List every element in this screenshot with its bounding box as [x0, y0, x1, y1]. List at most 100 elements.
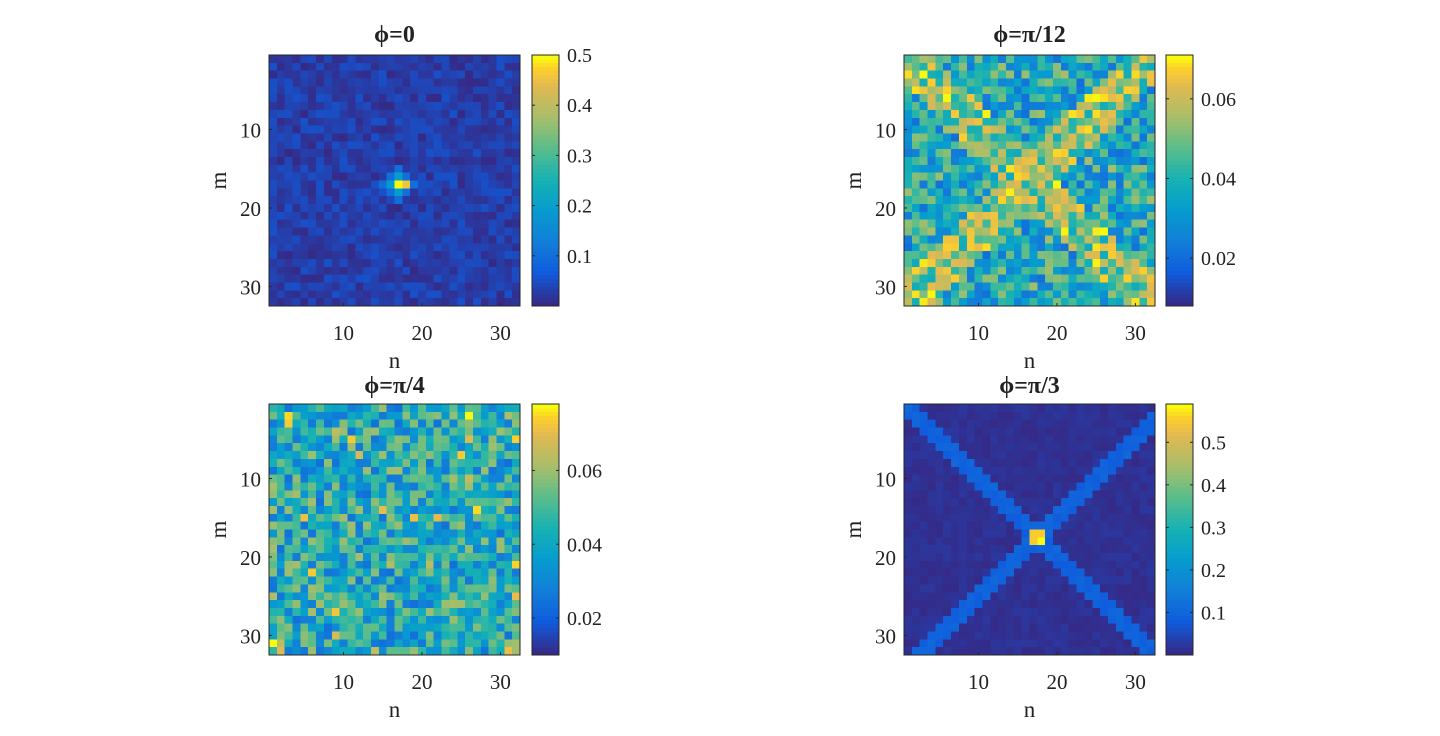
heatmap-cell	[1045, 584, 1054, 593]
heatmap-cell	[292, 647, 301, 656]
heatmap-cell	[1029, 94, 1038, 103]
heatmap-cell	[990, 290, 999, 299]
heatmap-cell	[1053, 419, 1062, 428]
heatmap-cell	[1107, 600, 1117, 609]
heatmap-cell	[418, 125, 427, 134]
heatmap-cell	[1053, 141, 1062, 150]
heatmap-cell	[998, 435, 1007, 444]
heatmap-cell	[1053, 560, 1062, 570]
colorbar-tick-label: 0.4	[1201, 475, 1226, 497]
heatmap-cell	[386, 204, 395, 213]
heatmap-cell	[1060, 553, 1070, 562]
heatmap-cell	[323, 576, 333, 585]
heatmap-cell	[1029, 490, 1038, 499]
colorbar-segment	[532, 258, 559, 264]
heatmap-cell	[339, 419, 348, 428]
heatmap-cell	[904, 62, 913, 72]
heatmap-cell	[927, 86, 936, 95]
heatmap-cell	[990, 427, 999, 436]
heatmap-cell	[911, 600, 921, 609]
heatmap-cell	[355, 404, 364, 413]
heatmap-cell	[465, 584, 474, 593]
heatmap-cell	[1123, 521, 1132, 530]
heatmap-cell	[472, 505, 482, 515]
heatmap-cell	[1147, 204, 1156, 213]
heatmap-cell	[465, 290, 474, 299]
heatmap-cell	[911, 117, 921, 126]
heatmap-cell	[1139, 568, 1148, 577]
heatmap-cell	[472, 474, 482, 483]
heatmap-cell	[958, 78, 968, 87]
heatmap-cell	[276, 639, 286, 648]
heatmap-cell	[449, 553, 458, 562]
heatmap-cell	[331, 600, 340, 609]
heatmap-cell	[951, 545, 960, 554]
heatmap-cell	[433, 94, 442, 103]
heatmap-cell	[410, 521, 419, 530]
heatmap-cell	[1123, 188, 1132, 197]
heatmap-cell	[331, 258, 340, 268]
heatmap-cell	[410, 568, 419, 577]
heatmap-cell	[990, 474, 999, 483]
heatmap-cell	[1107, 490, 1117, 499]
heatmap-cell	[982, 631, 991, 640]
heatmap-cell	[951, 607, 960, 617]
heatmap-cell	[457, 258, 466, 268]
heatmap-cell	[966, 266, 975, 275]
heatmap-cell	[1084, 529, 1093, 538]
heatmap-cell	[911, 404, 921, 413]
heatmap-cell	[911, 62, 921, 72]
heatmap-cell	[504, 435, 513, 444]
heatmap-cell	[410, 553, 419, 562]
heatmap-cell	[1107, 235, 1117, 244]
heatmap-cell	[425, 141, 435, 150]
heatmap-cell	[504, 490, 513, 499]
heatmap-cell	[433, 443, 442, 452]
colorbar-segment	[1166, 556, 1193, 562]
heatmap-cell	[284, 251, 293, 260]
heatmap-cell	[323, 623, 333, 632]
heatmap-cell	[911, 180, 921, 189]
heatmap-cell	[1076, 600, 1085, 609]
heatmap-cell	[269, 639, 278, 648]
heatmap-cell	[1107, 631, 1117, 640]
heatmap-cell	[1045, 545, 1054, 554]
heatmap-cell	[370, 109, 380, 119]
heatmap-cell	[378, 545, 387, 554]
heatmap-cell	[316, 607, 325, 617]
heatmap-cell	[990, 125, 999, 134]
heatmap-cell	[316, 545, 325, 554]
heatmap-cell	[339, 290, 348, 299]
colorbar-segment	[532, 502, 559, 507]
x-axis-label: n	[1024, 697, 1036, 722]
heatmap-cell	[1045, 631, 1054, 640]
heatmap-cell	[1147, 474, 1156, 483]
heatmap-cell	[1021, 282, 1030, 291]
heatmap-cell	[1131, 482, 1140, 491]
heatmap-cell	[378, 258, 387, 268]
heatmap-cell	[347, 427, 356, 436]
heatmap-cell	[504, 411, 513, 421]
heatmap-cell	[269, 156, 278, 166]
heatmap-cell	[1131, 615, 1140, 624]
heatmap-cell	[982, 109, 991, 119]
colorbar-segment	[532, 627, 559, 632]
colorbar-segment	[532, 286, 559, 291]
heatmap-cell	[308, 70, 317, 79]
heatmap-cell	[347, 251, 356, 260]
heatmap-cell	[292, 513, 301, 522]
heatmap-cell	[355, 435, 364, 444]
heatmap-cell	[1115, 498, 1124, 507]
heatmap-cell	[465, 298, 474, 307]
heatmap-cell	[292, 631, 301, 640]
heatmap-cell	[919, 133, 928, 142]
heatmap-cell	[943, 443, 952, 452]
heatmap-cell	[1005, 282, 1015, 291]
heatmap-cell	[1092, 560, 1101, 570]
heatmap-cell	[1060, 149, 1070, 158]
heatmap-cell	[974, 411, 983, 421]
heatmap-cell	[300, 513, 309, 522]
heatmap-cell	[1037, 274, 1046, 283]
colorbar-segment	[532, 474, 559, 479]
heatmap-cell	[355, 102, 364, 111]
